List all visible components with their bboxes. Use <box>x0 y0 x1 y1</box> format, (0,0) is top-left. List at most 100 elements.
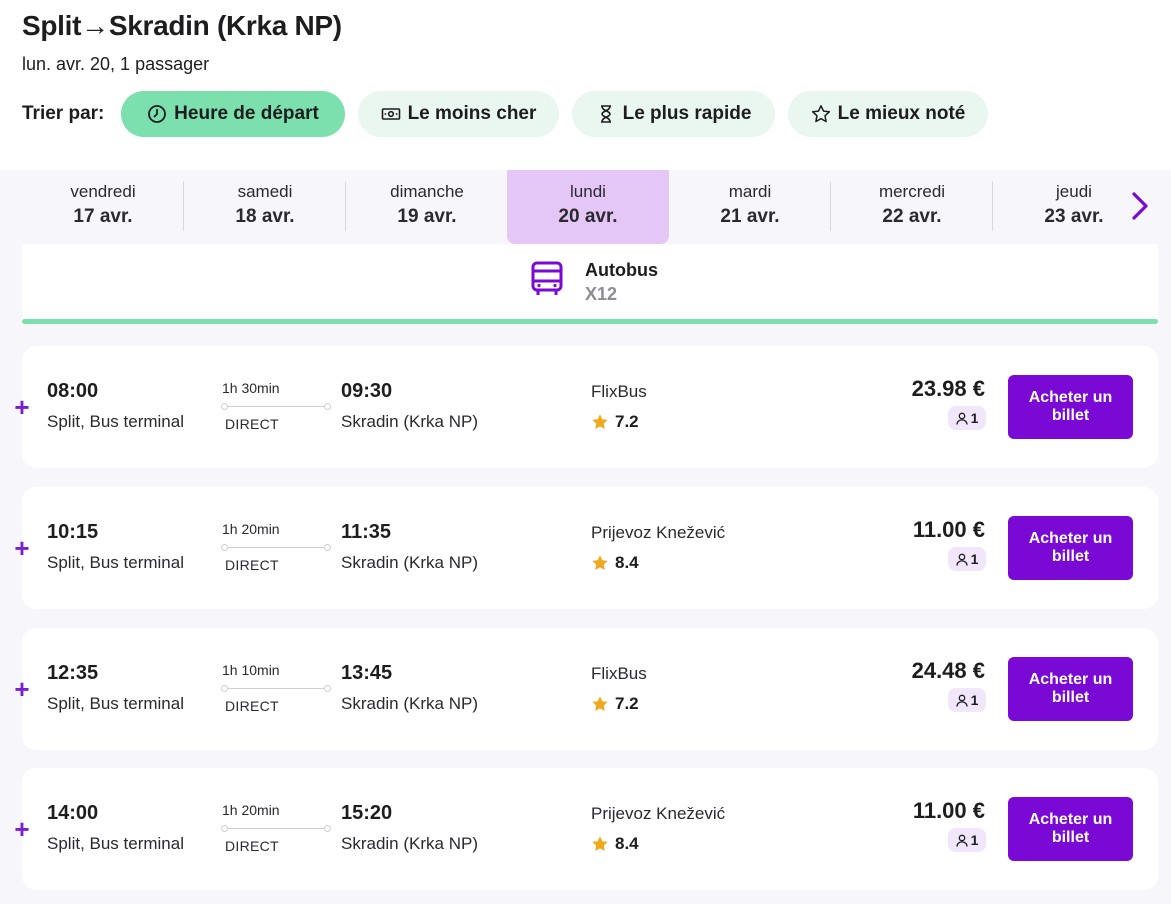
transport-tab[interactable]: Autobus X12 <box>22 244 1158 324</box>
sort-departure-label: Heure de départ <box>174 103 319 124</box>
day-date: 20 avr. <box>558 206 618 227</box>
operator-rating: 8.4 <box>591 834 639 854</box>
sort-label: Trier par: <box>22 103 105 124</box>
arrival-place: Skradin (Krka NP) <box>341 694 478 713</box>
trip-card[interactable]: + 10:15 Split, Bus terminal 1h 20min DIR… <box>14 487 1158 609</box>
departure-place: Split, Bus terminal <box>47 412 184 431</box>
operator-rating: 7.2 <box>591 412 639 432</box>
day-divider <box>992 181 993 231</box>
day-name: samedi <box>237 182 293 201</box>
day-date: 17 avr. <box>73 206 133 227</box>
trip-duration: 1h 20min <box>222 802 280 818</box>
day-date: 18 avr. <box>235 206 295 227</box>
star-icon <box>592 696 608 711</box>
day-date: 22 avr. <box>882 206 942 227</box>
departure-time: 14:00 <box>47 802 99 824</box>
trip-price: 24.48 € <box>911 658 985 683</box>
passenger-count: 1 <box>970 692 979 708</box>
banknote-icon <box>381 108 400 120</box>
day-tab-sunday[interactable]: dimanche 19 avr. <box>346 170 508 244</box>
trip-card[interactable]: + 08:00 Split, Bus terminal 1h 30min DIR… <box>14 346 1158 468</box>
operator-rating: 8.4 <box>591 553 639 573</box>
trip-duration: 1h 20min <box>222 521 280 537</box>
trip-card[interactable]: + 14:00 Split, Bus terminal 1h 20min DIR… <box>14 768 1158 890</box>
passenger-count: 1 <box>970 832 979 848</box>
hourglass-icon <box>600 105 611 123</box>
trip-price: 23.98 € <box>911 376 985 401</box>
operator-rating: 7.2 <box>591 694 639 714</box>
day-name: dimanche <box>390 182 464 201</box>
day-date: 23 avr. <box>1044 206 1104 227</box>
results-header: Split→Skradin (Krka NP) lun. avr. 20, 1 … <box>0 0 1171 170</box>
star-icon <box>592 414 608 429</box>
star-icon <box>592 555 608 570</box>
trip-duration: 1h 30min <box>222 380 280 396</box>
buy-ticket-button[interactable]: Acheter un billet <box>1008 657 1133 721</box>
trip-duration: 1h 10min <box>222 662 280 678</box>
departure-place: Split, Bus terminal <box>47 553 184 572</box>
trip-type: DIRECT <box>225 838 279 854</box>
chevron-right-icon[interactable] <box>1126 188 1154 224</box>
day-divider <box>183 181 184 231</box>
expand-plus-icon[interactable]: + <box>14 533 30 563</box>
day-name: mercredi <box>878 182 946 201</box>
buy-ticket-button[interactable]: Acheter un billet <box>1008 375 1133 439</box>
day-tab-friday[interactable]: vendredi 17 avr. <box>22 170 184 244</box>
person-icon <box>955 834 968 847</box>
day-name: lundi <box>570 182 606 201</box>
sort-fastest-button[interactable]: Le plus rapide <box>572 91 775 137</box>
passenger-badge: 1 <box>948 547 986 571</box>
buy-ticket-button[interactable]: Acheter un billet <box>1008 797 1133 861</box>
transport-name: Autobus <box>585 260 658 280</box>
person-icon <box>955 694 968 707</box>
rating-value: 8.4 <box>615 834 639 853</box>
arrival-time: 11:35 <box>341 521 392 543</box>
departure-time: 10:15 <box>47 521 99 543</box>
buy-ticket-button[interactable]: Acheter un billet <box>1008 516 1133 580</box>
trip-price: 11.00 € <box>912 517 985 542</box>
page-title: Split→Skradin (Krka NP) <box>22 10 342 41</box>
operator-name: Prijevoz Knežević <box>591 804 726 823</box>
route-line <box>221 685 331 692</box>
transport-tab-indicator <box>22 319 1158 324</box>
expand-plus-icon[interactable]: + <box>14 392 30 422</box>
passenger-count: 1 <box>970 551 979 567</box>
person-icon <box>955 553 968 566</box>
day-tab-monday[interactable]: lundi 20 avr. <box>507 170 669 244</box>
rating-value: 7.2 <box>615 412 639 431</box>
rating-value: 8.4 <box>615 553 639 572</box>
trip-type: DIRECT <box>225 557 279 573</box>
sort-fastest-label: Le plus rapide <box>622 103 752 124</box>
passenger-badge: 1 <box>948 688 986 712</box>
route-line <box>221 403 331 410</box>
day-tab-tuesday[interactable]: mardi 21 avr. <box>669 170 831 244</box>
sort-departure-button[interactable]: Heure de départ <box>121 91 345 137</box>
arrival-place: Skradin (Krka NP) <box>341 834 478 853</box>
arrival-place: Skradin (Krka NP) <box>341 553 478 572</box>
route-line <box>221 544 331 551</box>
departure-time: 08:00 <box>47 380 99 402</box>
star-icon <box>592 836 608 851</box>
sort-best-rated-button[interactable]: Le mieux noté <box>788 91 988 137</box>
day-tab-wednesday[interactable]: mercredi 22 avr. <box>831 170 993 244</box>
route-line <box>221 825 331 832</box>
person-icon <box>955 412 968 425</box>
day-tab-saturday[interactable]: samedi 18 avr. <box>184 170 346 244</box>
day-tab-thursday[interactable]: jeudi 23 avr. <box>993 170 1155 244</box>
trip-type: DIRECT <box>225 416 279 432</box>
day-date: 19 avr. <box>397 206 457 227</box>
arrival-time: 15:20 <box>341 802 393 824</box>
star-outline-icon <box>811 105 830 123</box>
rating-value: 7.2 <box>615 694 639 713</box>
departure-time: 12:35 <box>47 662 99 684</box>
operator-name: FlixBus <box>591 382 647 401</box>
expand-plus-icon[interactable]: + <box>14 674 30 704</box>
day-divider <box>345 181 346 231</box>
operator-name: FlixBus <box>591 664 647 683</box>
expand-plus-icon[interactable]: + <box>14 814 30 844</box>
trip-price: 11.00 € <box>912 798 985 823</box>
trip-type: DIRECT <box>225 698 279 714</box>
day-date: 21 avr. <box>720 206 780 227</box>
trip-card[interactable]: + 12:35 Split, Bus terminal 1h 10min DIR… <box>14 628 1158 750</box>
sort-cheapest-button[interactable]: Le moins cher <box>358 91 559 137</box>
